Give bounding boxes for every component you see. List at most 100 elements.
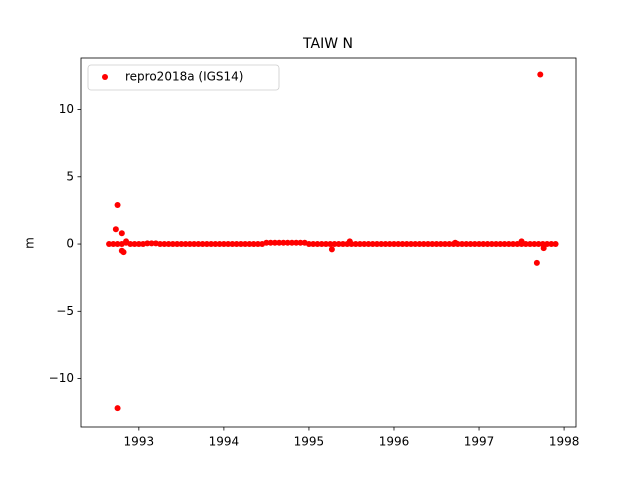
point xyxy=(157,241,164,248)
point xyxy=(365,241,372,248)
y-tick-label: 5 xyxy=(66,169,74,183)
point xyxy=(182,241,189,248)
point xyxy=(399,241,406,248)
point xyxy=(120,249,127,256)
point xyxy=(463,241,470,248)
point xyxy=(195,241,202,248)
point xyxy=(346,238,353,245)
point xyxy=(437,241,444,248)
y-tick-label: 0 xyxy=(66,237,74,251)
y-tick-label: −10 xyxy=(49,371,74,385)
point xyxy=(191,241,198,248)
point xyxy=(118,230,125,237)
point xyxy=(382,241,389,248)
point xyxy=(305,241,312,248)
y-axis-label: m xyxy=(23,237,37,249)
point xyxy=(493,241,500,248)
point xyxy=(297,239,304,246)
point xyxy=(322,241,329,248)
point xyxy=(501,241,508,248)
point xyxy=(114,202,121,209)
point xyxy=(271,239,278,246)
point xyxy=(288,239,295,246)
point xyxy=(225,241,232,248)
point xyxy=(420,241,427,248)
legend-box xyxy=(87,64,280,91)
chart-title: TAIW N xyxy=(302,36,353,52)
point xyxy=(267,239,274,246)
point xyxy=(442,241,449,248)
point xyxy=(203,241,210,248)
point xyxy=(331,241,338,248)
x-tick-label: 1997 xyxy=(464,435,495,449)
point xyxy=(548,241,555,248)
point xyxy=(178,241,185,248)
y-tick-label: −5 xyxy=(56,304,74,318)
point xyxy=(476,241,483,248)
point xyxy=(386,241,393,248)
point xyxy=(403,241,410,248)
point xyxy=(114,241,121,248)
y-tick-label: 10 xyxy=(59,102,74,116)
point xyxy=(106,241,113,248)
point xyxy=(165,241,172,248)
point xyxy=(237,241,244,248)
point xyxy=(510,241,517,248)
point xyxy=(408,241,414,248)
point xyxy=(318,241,325,248)
point xyxy=(220,241,227,248)
x-tick-label: 1994 xyxy=(209,435,240,449)
point xyxy=(459,241,466,248)
point xyxy=(310,241,317,248)
point xyxy=(378,241,385,248)
point xyxy=(531,241,538,248)
point xyxy=(114,405,121,412)
point xyxy=(186,241,193,248)
point xyxy=(416,241,423,248)
point xyxy=(488,241,495,248)
point xyxy=(293,239,300,246)
point xyxy=(233,241,240,248)
point xyxy=(242,241,249,248)
point xyxy=(250,241,257,248)
point xyxy=(148,240,155,247)
point xyxy=(216,241,223,248)
plot-frame xyxy=(80,57,577,428)
point xyxy=(369,241,376,248)
point xyxy=(280,239,287,246)
point xyxy=(518,238,525,245)
point xyxy=(552,241,559,248)
point xyxy=(452,239,459,246)
point xyxy=(328,246,335,253)
point xyxy=(544,241,551,248)
point xyxy=(254,241,261,248)
point xyxy=(144,240,151,247)
point xyxy=(131,241,138,248)
x-tick-label: 1995 xyxy=(294,435,325,449)
point xyxy=(412,241,419,248)
point xyxy=(327,241,334,248)
point xyxy=(433,241,440,248)
point xyxy=(537,71,544,78)
point xyxy=(373,241,380,248)
point xyxy=(533,259,540,266)
point xyxy=(314,241,321,248)
point xyxy=(467,241,474,248)
point xyxy=(263,239,270,246)
point xyxy=(425,241,432,248)
point xyxy=(356,241,363,248)
point xyxy=(169,241,176,248)
legend-marker xyxy=(102,74,108,80)
x-tick-label: 1996 xyxy=(379,435,410,449)
point xyxy=(429,241,436,248)
point xyxy=(390,241,397,248)
point xyxy=(395,241,402,248)
legend-label: repro2018a (IGS14) xyxy=(125,70,243,84)
point xyxy=(497,241,504,248)
point xyxy=(174,241,181,248)
point xyxy=(540,245,547,252)
point xyxy=(123,238,130,245)
point xyxy=(135,241,142,248)
point xyxy=(212,241,219,248)
